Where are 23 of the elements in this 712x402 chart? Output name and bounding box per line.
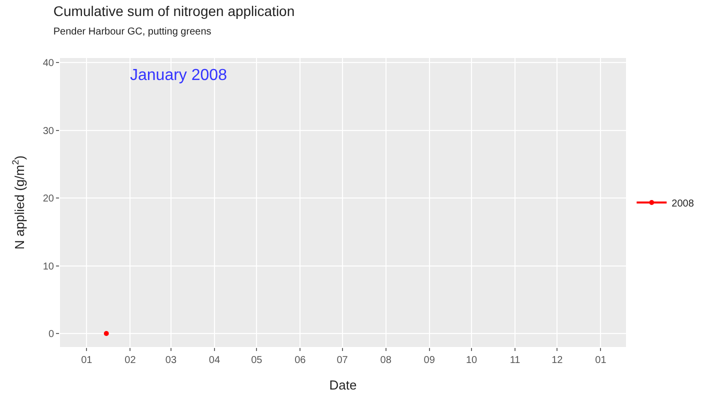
x-tick-label: 08 bbox=[380, 355, 392, 366]
legend-label: 2008 bbox=[672, 198, 694, 210]
x-tick-label: 12 bbox=[552, 355, 564, 366]
x-tick-label: 01 bbox=[595, 355, 607, 366]
y-tick-label: 20 bbox=[42, 194, 54, 205]
x-tick-label: 02 bbox=[124, 355, 136, 366]
x-tick-label: 10 bbox=[466, 355, 478, 366]
chart-subtitle: Pender Harbour GC, putting greens bbox=[53, 26, 212, 38]
x-tick-label: 03 bbox=[165, 355, 177, 366]
y-tick-label: 0 bbox=[48, 328, 54, 340]
x-axis-title: Date bbox=[329, 378, 357, 393]
x-tick-label: 09 bbox=[424, 355, 436, 366]
y-tick-label: 30 bbox=[42, 126, 54, 137]
x-tick-label: 07 bbox=[336, 355, 348, 366]
chart-title: Cumulative sum of nitrogen application bbox=[53, 3, 295, 20]
x-tick-label: 04 bbox=[208, 355, 220, 366]
y-tick-label: 10 bbox=[42, 261, 54, 272]
annotation: January 2008 bbox=[130, 67, 228, 84]
y-tick-label: 40 bbox=[42, 58, 54, 70]
x-tick-label: 01 bbox=[81, 355, 93, 366]
x-tick-label: 05 bbox=[251, 355, 263, 366]
x-tick-label: 11 bbox=[510, 355, 521, 366]
x-tick-label: 06 bbox=[294, 355, 306, 366]
